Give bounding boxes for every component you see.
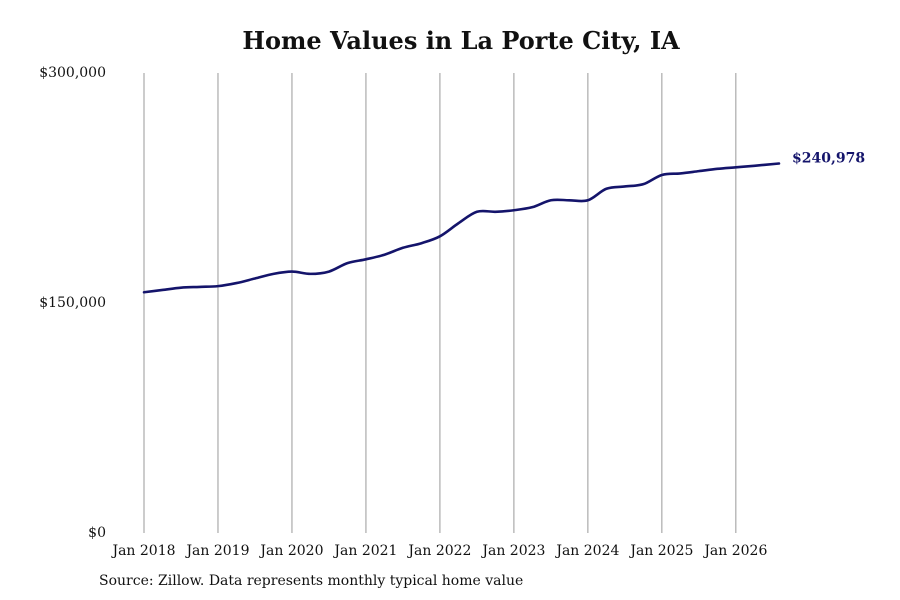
y-axis-ticks: $0 $150,000 $300,000 bbox=[39, 65, 106, 541]
y-tick-label-1: $150,000 bbox=[39, 295, 106, 311]
x-tick-label-2: Jan 2020 bbox=[258, 543, 323, 559]
x-tick-label-5: Jan 2023 bbox=[480, 543, 545, 559]
grid-lines bbox=[143, 73, 737, 533]
x-tick-label-4: Jan 2022 bbox=[406, 543, 471, 559]
x-tick-label-0: Jan 2018 bbox=[110, 543, 175, 559]
y-tick-label-2: $300,000 bbox=[39, 65, 106, 81]
x-tick-label-1: Jan 2019 bbox=[184, 543, 249, 559]
end-value-label: $240,978 bbox=[792, 151, 865, 167]
x-tick-label-6: Jan 2024 bbox=[554, 543, 619, 559]
x-axis-ticks: Jan 2018 Jan 2019 Jan 2020 Jan 2021 Jan 2022… bbox=[110, 543, 767, 559]
y-tick-label-0: $0 bbox=[88, 525, 106, 541]
x-tick-label-8: Jan 2026 bbox=[702, 543, 767, 559]
x-tick-label-3: Jan 2021 bbox=[332, 543, 397, 559]
source-note: Source: Zillow. Data represents monthly … bbox=[99, 573, 524, 589]
x-tick-label-7: Jan 2025 bbox=[628, 543, 693, 559]
series-line bbox=[142, 162, 781, 294]
chart-title: Home Values in La Porte City, IA bbox=[242, 26, 680, 55]
series-layer bbox=[142, 162, 781, 294]
